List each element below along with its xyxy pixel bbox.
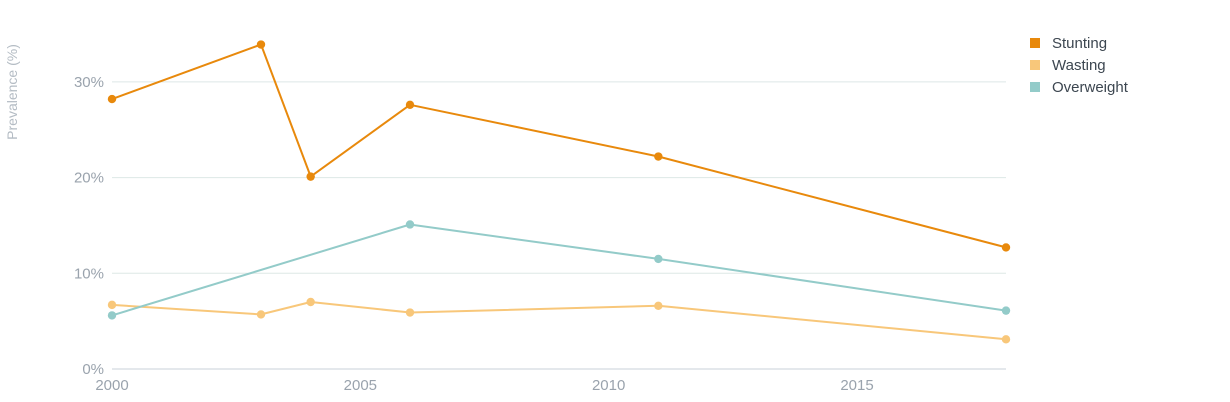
wasting-point (306, 297, 315, 307)
x-tick-labels: 2000 2005 2010 2015 (95, 377, 873, 394)
legend-label-stunting: Stunting (1052, 35, 1107, 52)
legend-label-wasting: Wasting (1052, 57, 1106, 74)
legend-swatch-stunting (1030, 38, 1040, 48)
legend-label-overweight: Overweight (1052, 79, 1129, 96)
wasting-point (1001, 335, 1011, 344)
y-tick-label: 0% (82, 361, 104, 378)
y-tick-label: 30% (74, 74, 104, 91)
wasting-point (107, 300, 117, 310)
x-tick-label: 2015 (840, 377, 873, 394)
y-axis-title: Prevalence (%) (4, 44, 20, 140)
wasting-point (654, 301, 663, 311)
overweight-point (405, 220, 415, 229)
overweight-point (654, 254, 663, 264)
stunting-point (306, 172, 315, 181)
overweight-point (107, 311, 117, 320)
y-tick-label: 10% (74, 265, 104, 282)
stunting-line (111, 43, 1007, 249)
legend: Stunting Wasting Overweight (1030, 35, 1129, 96)
legend-swatch-wasting (1030, 60, 1040, 70)
stunting-point (256, 40, 266, 49)
wasting-point (256, 310, 266, 319)
stunting-point (107, 94, 117, 104)
wasting-point (405, 308, 415, 317)
stunting-point (405, 100, 415, 110)
y-tick-labels: 0% 10% 20% 30% (74, 74, 104, 378)
gridlines (112, 81, 1006, 370)
stunting-point (654, 152, 663, 161)
wasting-line (111, 301, 1007, 341)
stunting-point (1001, 243, 1011, 252)
x-tick-label: 2000 (95, 377, 128, 394)
series-lines (107, 40, 1011, 344)
legend-swatch-overweight (1030, 82, 1040, 92)
x-tick-label: 2010 (592, 377, 625, 394)
overweight-point (1001, 306, 1011, 315)
x-tick-label: 2005 (344, 377, 377, 394)
y-tick-label: 20% (74, 170, 104, 187)
overweight-line (111, 223, 1007, 317)
